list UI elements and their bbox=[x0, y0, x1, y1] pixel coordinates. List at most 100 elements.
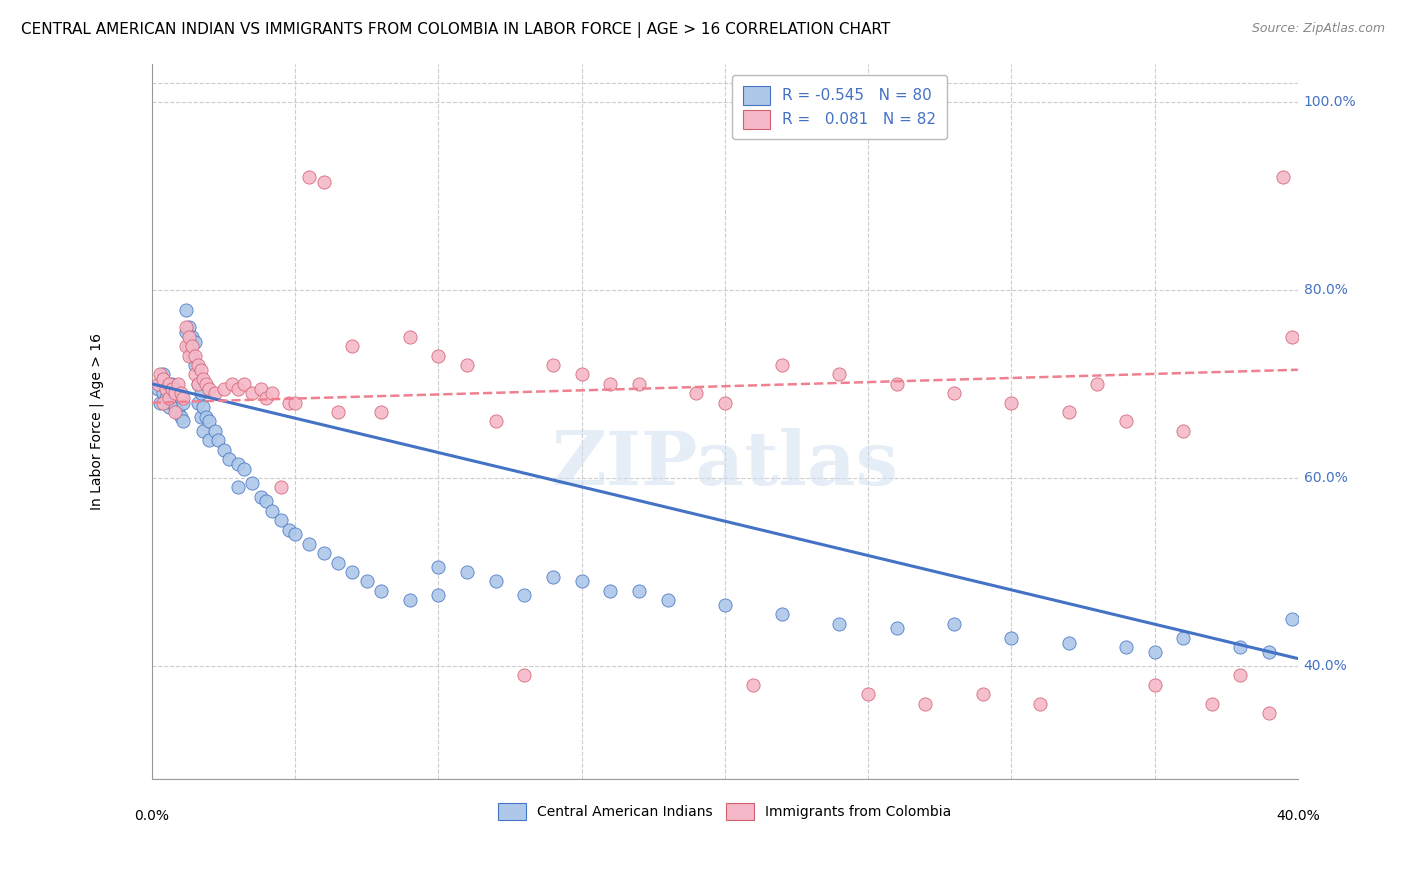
Point bbox=[163, 382, 186, 396]
Point bbox=[152, 372, 174, 386]
Point bbox=[160, 376, 183, 391]
Point bbox=[770, 607, 793, 622]
Point bbox=[166, 405, 188, 419]
Point bbox=[298, 537, 321, 551]
Point bbox=[181, 349, 204, 363]
Point bbox=[152, 395, 174, 409]
Point bbox=[195, 409, 218, 424]
Point bbox=[174, 320, 197, 334]
Point bbox=[627, 376, 650, 391]
Point bbox=[513, 668, 536, 682]
Point bbox=[1115, 415, 1137, 429]
Point bbox=[342, 339, 364, 353]
Point bbox=[456, 565, 478, 579]
Point bbox=[256, 494, 278, 508]
Text: 100.0%: 100.0% bbox=[1303, 95, 1357, 109]
Text: Source: ZipAtlas.com: Source: ZipAtlas.com bbox=[1251, 22, 1385, 36]
Point bbox=[914, 697, 936, 711]
Point bbox=[174, 303, 197, 318]
Point bbox=[169, 409, 191, 424]
Point bbox=[828, 368, 851, 382]
Point bbox=[155, 382, 177, 396]
Point bbox=[485, 415, 508, 429]
Point bbox=[1143, 645, 1166, 659]
Point bbox=[856, 687, 879, 701]
Point bbox=[160, 395, 183, 409]
Point bbox=[226, 457, 249, 471]
Point bbox=[326, 556, 349, 570]
Point bbox=[226, 382, 249, 396]
Text: In Labor Force | Age > 16: In Labor Force | Age > 16 bbox=[90, 333, 104, 510]
Point bbox=[1272, 169, 1295, 184]
Point bbox=[181, 339, 204, 353]
Point bbox=[157, 382, 180, 396]
Point bbox=[1115, 640, 1137, 655]
Point bbox=[204, 386, 226, 401]
Point bbox=[270, 513, 292, 527]
Point bbox=[943, 386, 966, 401]
Point bbox=[1057, 635, 1080, 649]
Point bbox=[571, 574, 593, 589]
Point bbox=[187, 376, 209, 391]
Point bbox=[157, 401, 180, 415]
Point bbox=[828, 616, 851, 631]
Point bbox=[312, 546, 335, 560]
Point bbox=[1000, 395, 1022, 409]
Point bbox=[356, 574, 378, 589]
Point bbox=[179, 320, 201, 334]
Point bbox=[207, 434, 229, 448]
Text: 60.0%: 60.0% bbox=[1303, 471, 1347, 485]
Point bbox=[370, 583, 392, 598]
Point bbox=[232, 461, 254, 475]
Point bbox=[1229, 640, 1251, 655]
Point bbox=[284, 527, 307, 541]
Point bbox=[240, 475, 263, 490]
Point bbox=[169, 386, 191, 401]
Point bbox=[886, 376, 908, 391]
Point bbox=[221, 376, 243, 391]
Point bbox=[163, 401, 186, 415]
Point bbox=[770, 358, 793, 372]
Point bbox=[1143, 678, 1166, 692]
Text: 80.0%: 80.0% bbox=[1303, 283, 1347, 297]
Point bbox=[181, 330, 204, 344]
Point bbox=[262, 386, 284, 401]
Point bbox=[262, 504, 284, 518]
Point bbox=[278, 395, 301, 409]
Point bbox=[427, 349, 450, 363]
Point bbox=[193, 424, 215, 438]
Point bbox=[1173, 424, 1195, 438]
Point bbox=[166, 386, 188, 401]
Point bbox=[398, 330, 420, 344]
Point bbox=[714, 395, 737, 409]
Point bbox=[1258, 706, 1281, 720]
Point bbox=[342, 565, 364, 579]
Point bbox=[1281, 330, 1303, 344]
Point bbox=[166, 376, 188, 391]
Point bbox=[284, 395, 307, 409]
Point bbox=[149, 368, 172, 382]
Point bbox=[240, 386, 263, 401]
Text: ZIPatlas: ZIPatlas bbox=[551, 428, 898, 501]
Point bbox=[187, 376, 209, 391]
Legend: Central American Indians, Immigrants from Colombia: Central American Indians, Immigrants fro… bbox=[492, 797, 957, 826]
Point bbox=[312, 175, 335, 189]
Point bbox=[541, 358, 564, 372]
Point bbox=[149, 376, 172, 391]
Point bbox=[184, 349, 207, 363]
Point bbox=[1201, 697, 1223, 711]
Point bbox=[193, 401, 215, 415]
Point bbox=[298, 169, 321, 184]
Point bbox=[172, 415, 194, 429]
Point bbox=[571, 368, 593, 382]
Point bbox=[190, 386, 212, 401]
Text: 0.0%: 0.0% bbox=[135, 809, 169, 823]
Point bbox=[1000, 631, 1022, 645]
Point bbox=[198, 434, 221, 448]
Point bbox=[163, 386, 186, 401]
Point bbox=[256, 391, 278, 405]
Point bbox=[427, 560, 450, 574]
Point bbox=[172, 391, 194, 405]
Point bbox=[152, 386, 174, 401]
Point bbox=[157, 391, 180, 405]
